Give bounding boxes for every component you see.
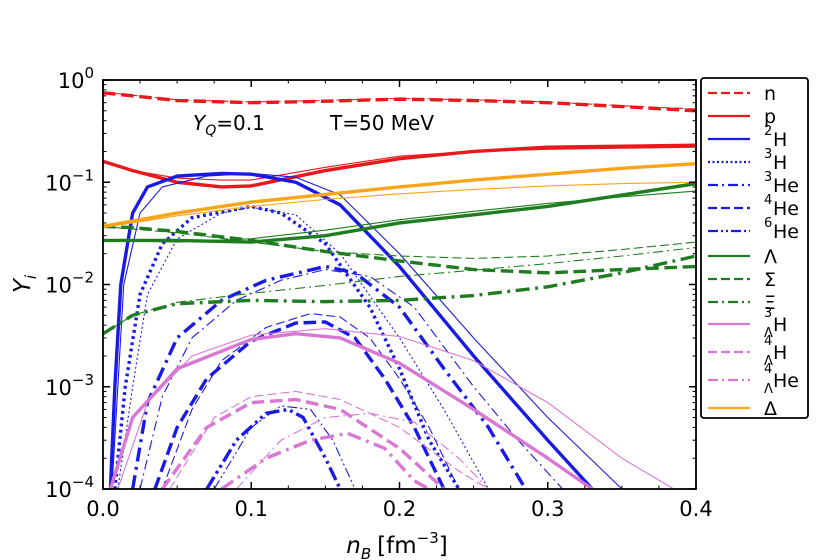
y-tick-label-exp: −1 [72, 166, 94, 184]
legend-label-n: n [764, 83, 776, 105]
series-Xi-thin-line [103, 246, 696, 335]
y-tick-label-base: 10 [45, 376, 72, 400]
x-tick-label-1: 0.1 [235, 497, 268, 521]
legend-label-Xi: Ξ [764, 292, 776, 314]
legend-label-4He-mass: 4 [764, 193, 772, 208]
annotation-yq: YQ=0.1 [193, 111, 265, 139]
annotation-yq-sub: Q [205, 123, 216, 139]
legend-label-4LHe: He [773, 370, 799, 392]
y-tick-label-1: 10−3 [45, 371, 94, 400]
legend-label-p: p [764, 106, 776, 128]
x-axis-label: nB [fm−3] [346, 529, 447, 560]
y-tick-label-exp: 0 [84, 64, 94, 82]
legend-label-Sigma: Σ [764, 269, 776, 291]
legend-label-3He-mass: 3 [764, 170, 772, 185]
annotation-yq-value: =0.1 [216, 111, 265, 135]
y-axis-label: Yi [10, 274, 40, 293]
series-Delta-thick-line [103, 161, 696, 229]
legend-label-4LH-sup: 4 [764, 334, 772, 349]
series-Lambda-thick-line [103, 181, 696, 244]
legend-label-2H-mass: 2 [764, 124, 772, 139]
x-tick-label-3: 0.3 [531, 497, 564, 521]
x-axis-label-sub: B [361, 545, 371, 560]
x-axis-label-exp: −3 [417, 529, 439, 547]
legend-label-4LH-sub: Λ [764, 354, 773, 369]
series-p-thick-line [103, 143, 696, 189]
legend-label-6He: He [773, 221, 799, 243]
annotation-yq-main: Y [193, 111, 207, 135]
series-p-thin-line [103, 146, 696, 181]
series-Sigma-thick-line [103, 224, 696, 275]
y-tick-label-base: 10 [45, 274, 72, 298]
legend-label-Lambda: Λ [764, 246, 777, 268]
legend-label-4LH: H [773, 342, 787, 364]
series-3He-thin-line [139, 269, 563, 489]
legend-label-4LHe-sup: 4 [764, 362, 772, 377]
y-tick-label-base: 10 [58, 69, 85, 93]
x-tick-label-0: 0.0 [86, 497, 119, 521]
legend-label-4LHe-sub: Λ [764, 382, 773, 397]
y-tick-label-base: 10 [45, 478, 72, 502]
series-3H-thin-line [117, 206, 489, 489]
series-4LH-thin-line [169, 390, 489, 489]
series-4LHe-thin-line [236, 412, 489, 489]
y-tick-label-exp: −4 [72, 473, 94, 491]
legend-label-2H: H [773, 129, 787, 151]
series-layer [103, 91, 696, 489]
series-3LH-thick-line [108, 332, 594, 489]
y-tick-label-exp: −2 [72, 269, 94, 287]
series-4LH-thick-line [160, 397, 446, 489]
y-axis-label-main: Y [10, 277, 36, 293]
x-axis-label-units: [fm [377, 533, 416, 559]
y-tick-label-exp: −3 [72, 371, 94, 389]
legend-frame [700, 77, 809, 419]
y-tick-label-0: 10−4 [45, 473, 94, 502]
plot-background [103, 80, 696, 489]
y-tick-label-base: 10 [45, 171, 72, 195]
legend-label-3H-mass: 3 [764, 147, 772, 162]
y-axis-label-sub: i [22, 274, 40, 279]
x-tick-label-2: 0.2 [383, 497, 416, 521]
x-tick-label-4: 0.4 [679, 497, 712, 521]
legend-label-Delta: Δ [764, 398, 777, 420]
legend-label-3LH: H [773, 314, 787, 336]
y-tick-label-2: 10−2 [45, 269, 94, 298]
y-tick-label-4: 100 [58, 64, 94, 93]
x-axis-label-main: n [346, 533, 361, 559]
series-Delta-thin-line [103, 181, 696, 229]
legend-label-6He-mass: 6 [764, 216, 772, 231]
annotation-temperature: T=50 MeV [329, 111, 434, 135]
series-3H-thick-line [113, 204, 461, 489]
legend-label-3H: H [773, 152, 787, 174]
legend-label-3He: He [773, 175, 799, 197]
series-2H-thick-line [108, 171, 594, 489]
series-n-thick-line [103, 91, 696, 113]
legend-label-3LH-sup: 3 [764, 306, 772, 321]
legend-label-3LH-sub: Λ [764, 326, 773, 341]
series-Xi-thick-line [103, 254, 696, 336]
series-4He-thick-line [153, 320, 446, 489]
y-tick-label-3: 10−1 [45, 166, 94, 195]
x-axis-label-close: ] [439, 533, 448, 559]
series-3He-thick-line [130, 264, 527, 489]
legend-label-4He: He [773, 198, 799, 220]
series-6He-thin-line [213, 405, 356, 489]
